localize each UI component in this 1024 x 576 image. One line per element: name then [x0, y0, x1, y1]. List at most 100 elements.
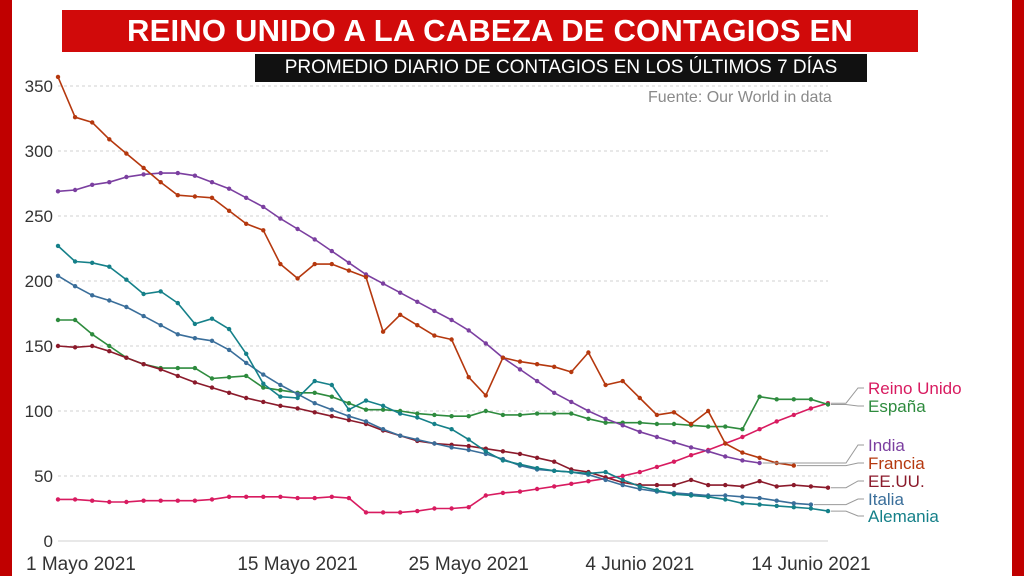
data-point	[329, 261, 334, 267]
data-point	[671, 440, 677, 445]
series-ee-uu-	[55, 343, 831, 490]
data-point	[483, 341, 488, 346]
data-point	[603, 420, 608, 425]
data-point	[90, 260, 95, 265]
data-point	[534, 486, 540, 492]
data-point	[774, 503, 779, 509]
data-point	[278, 394, 283, 399]
data-point	[483, 449, 488, 454]
data-point	[261, 372, 266, 377]
data-point	[757, 394, 762, 399]
data-point	[226, 326, 232, 332]
data-point	[363, 398, 369, 403]
y-tick-label: 150	[25, 337, 53, 356]
data-point	[141, 291, 146, 297]
data-point	[380, 407, 386, 412]
series-line	[57, 345, 829, 489]
data-point	[107, 137, 112, 142]
data-point	[158, 323, 163, 328]
data-point	[72, 497, 78, 502]
data-point	[192, 194, 198, 199]
data-point	[363, 510, 369, 515]
data-point	[603, 382, 608, 388]
data-point	[380, 403, 386, 408]
data-point	[603, 469, 608, 475]
data-point	[671, 482, 677, 488]
legend-connector	[796, 462, 864, 467]
data-point	[107, 343, 112, 349]
legend-connector	[831, 404, 864, 407]
data-point	[517, 359, 523, 364]
data-point	[415, 437, 420, 442]
data-point	[346, 495, 352, 501]
data-point	[517, 412, 523, 418]
data-point	[706, 494, 711, 499]
data-point	[757, 427, 762, 432]
data-point	[90, 293, 95, 298]
data-point	[278, 388, 283, 393]
data-point	[808, 484, 814, 489]
data-point	[740, 501, 745, 506]
data-point	[278, 403, 283, 408]
data-point	[398, 433, 403, 438]
data-point	[55, 497, 61, 502]
data-point	[175, 373, 180, 379]
data-point	[107, 264, 112, 269]
data-point	[449, 506, 454, 511]
data-point	[757, 502, 762, 507]
data-point	[380, 329, 386, 334]
data-point	[312, 261, 317, 267]
data-point	[346, 417, 352, 423]
series-italia	[55, 273, 814, 507]
series-line	[58, 319, 829, 431]
data-point	[552, 364, 557, 369]
data-point	[261, 494, 266, 499]
data-point	[620, 477, 625, 483]
data-point	[808, 406, 814, 411]
data-point	[449, 445, 454, 450]
data-point	[500, 458, 506, 463]
data-point	[654, 464, 660, 470]
data-point	[449, 427, 454, 432]
series-espa-a	[55, 317, 831, 432]
data-point	[226, 494, 232, 499]
data-point	[671, 459, 677, 464]
data-point	[209, 195, 215, 200]
data-point	[107, 298, 112, 303]
data-point	[346, 401, 352, 406]
data-point	[312, 401, 317, 406]
series-line	[57, 245, 829, 512]
data-point	[757, 479, 762, 484]
data-point	[415, 508, 420, 514]
series-alemania	[55, 243, 831, 514]
legend-label: Alemania	[868, 507, 939, 526]
data-point	[398, 312, 403, 317]
data-point	[757, 455, 762, 460]
data-point	[637, 469, 642, 475]
data-point	[740, 450, 745, 455]
y-tick-label: 0	[44, 532, 53, 551]
data-point	[363, 419, 369, 424]
data-point	[500, 490, 506, 496]
data-point	[466, 437, 471, 442]
data-point	[791, 412, 796, 418]
data-point	[398, 510, 403, 515]
data-point	[295, 495, 300, 501]
data-point	[226, 390, 232, 395]
legend-connector	[813, 498, 864, 506]
data-point	[432, 441, 437, 446]
data-point	[688, 493, 694, 498]
grid-layer	[58, 85, 828, 542]
data-point	[688, 421, 694, 427]
data-point	[72, 259, 78, 264]
data-point	[586, 471, 591, 476]
x-tick-label: 1 Mayo 2021	[26, 554, 136, 575]
data-point	[209, 497, 215, 502]
data-point	[329, 494, 334, 499]
data-point	[791, 397, 796, 402]
axis-layer: 0 50 100 150 200 250 300 350 1 Mayo 2021 15 Mayo …	[25, 77, 871, 575]
data-point	[723, 493, 728, 498]
data-point	[569, 399, 574, 405]
data-point	[586, 350, 591, 355]
data-point	[774, 484, 779, 489]
